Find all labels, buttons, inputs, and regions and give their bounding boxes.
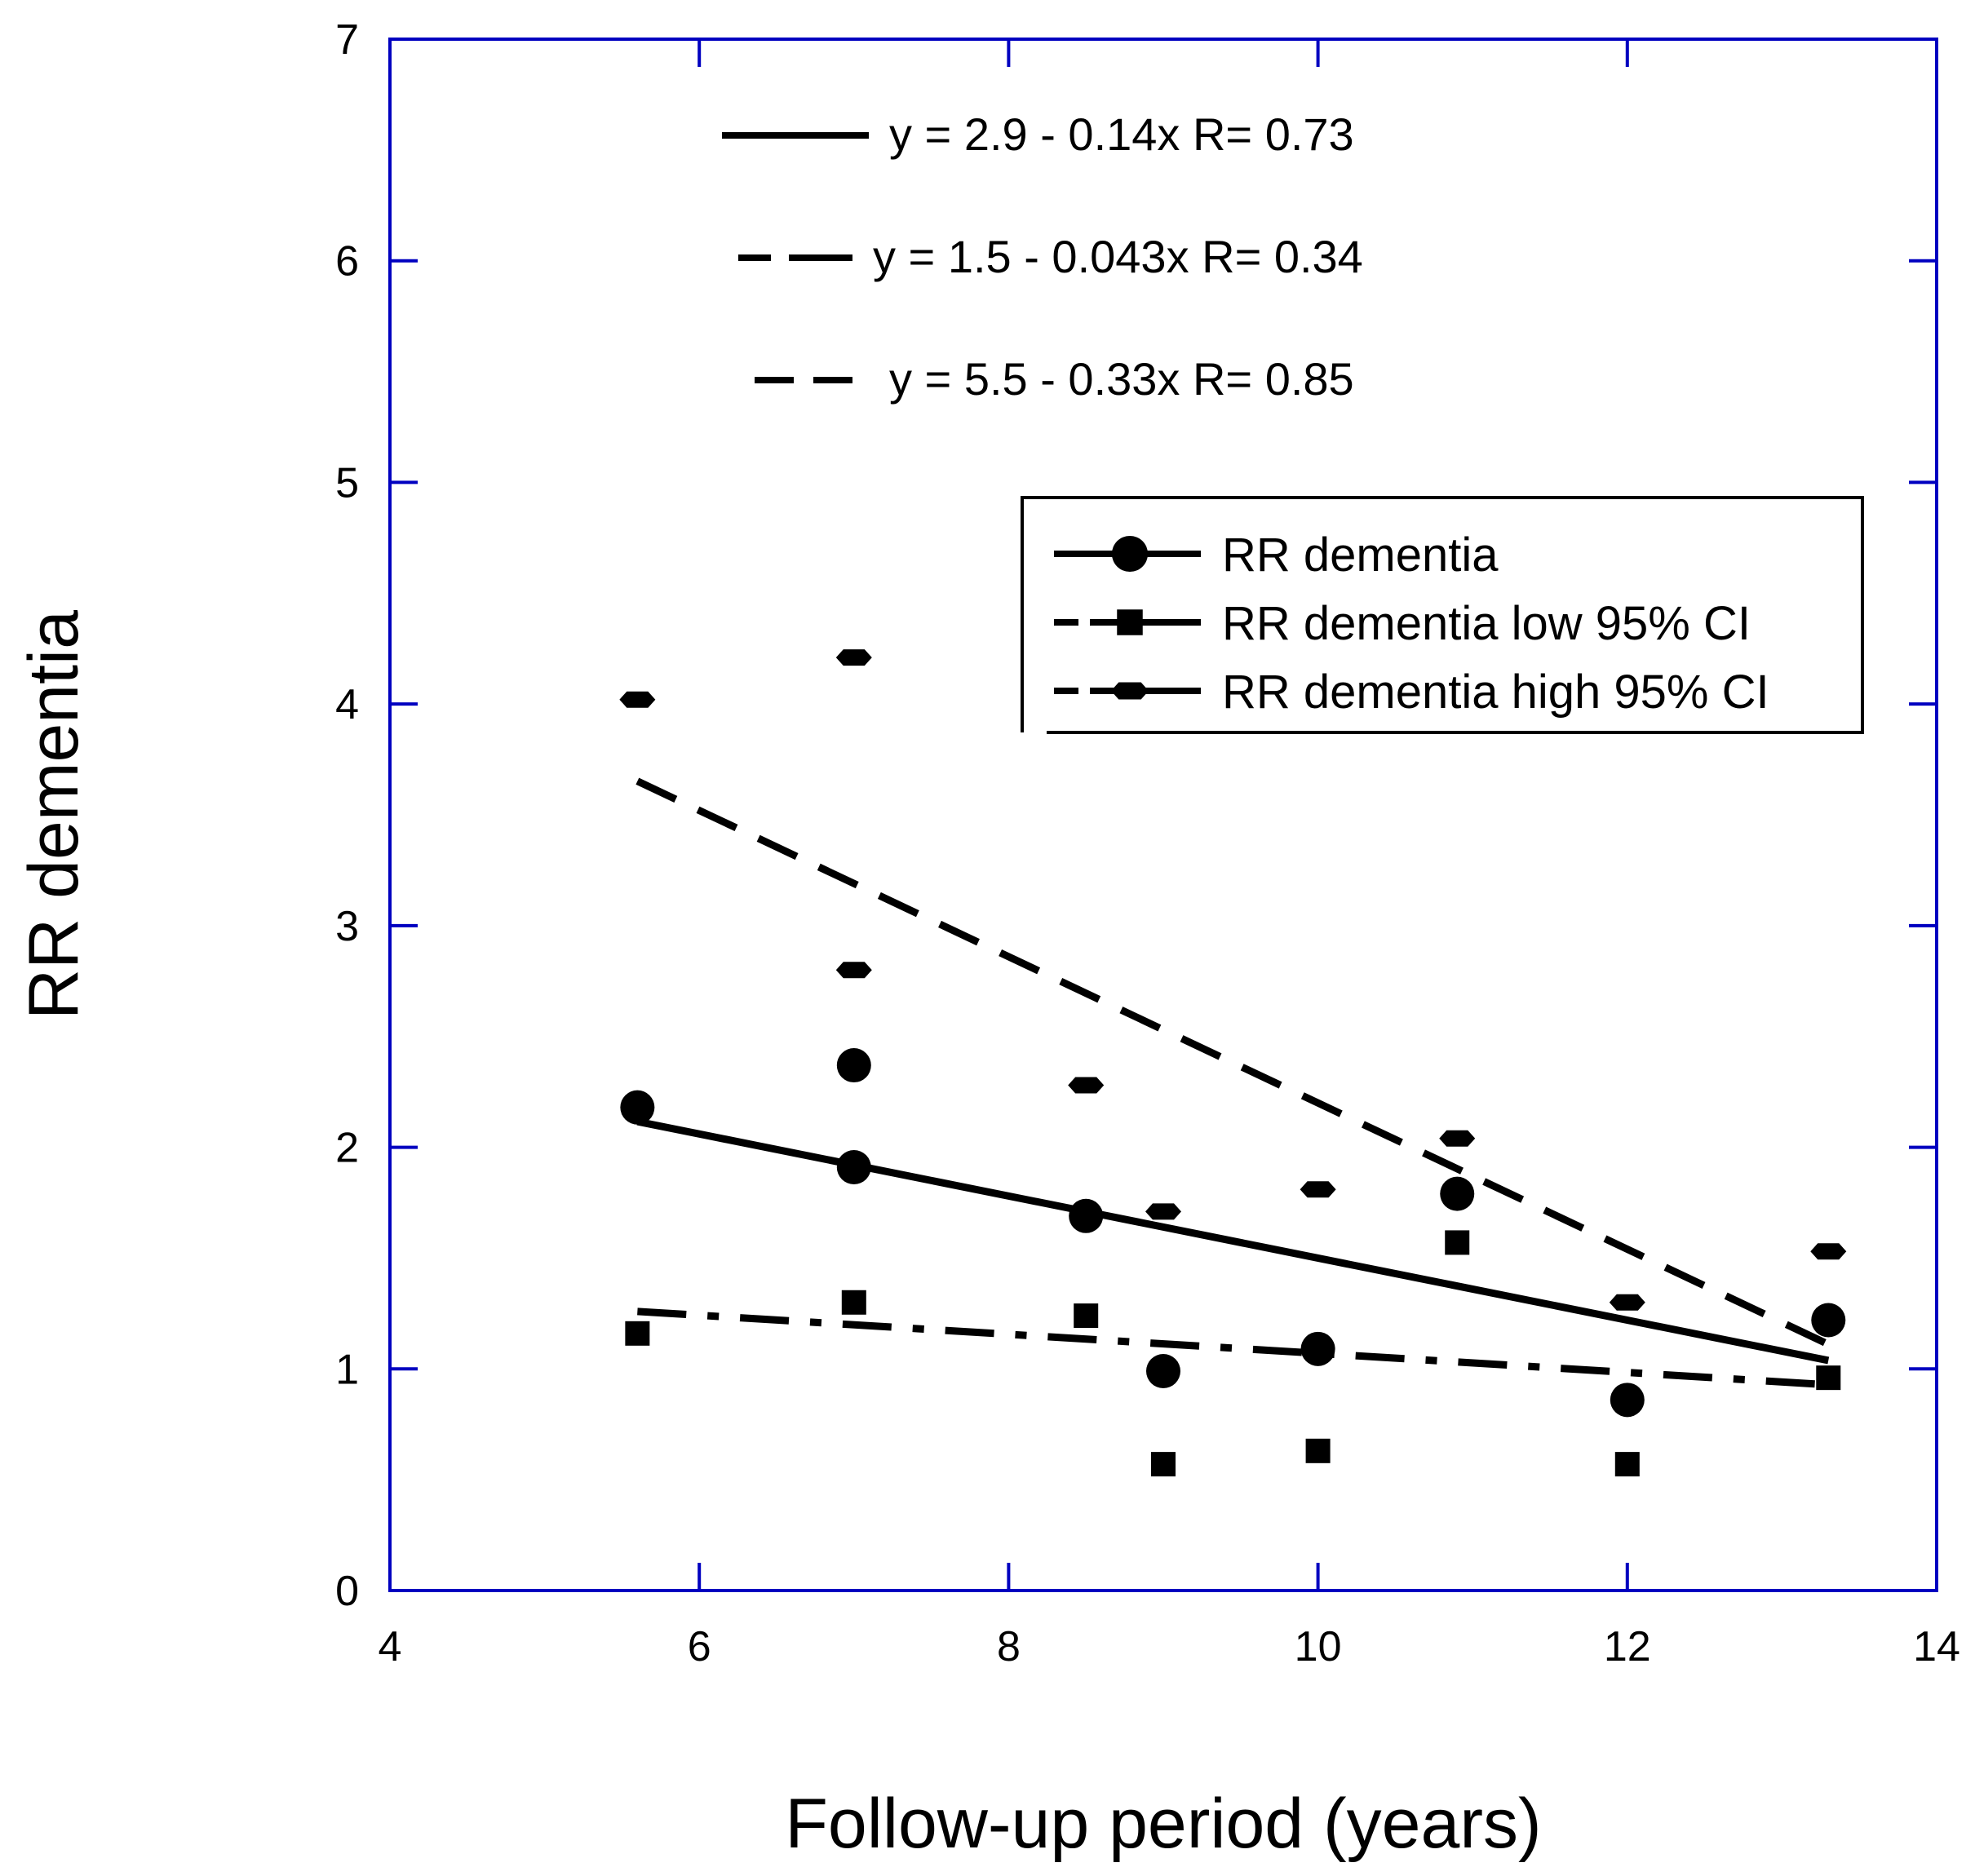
plot-frame: [388, 38, 1938, 1592]
data-point-square: [1305, 1438, 1331, 1463]
legend-marker-hexagon: [1110, 682, 1149, 700]
x-tick-label: 14: [1913, 1623, 1960, 1670]
data-point-square: [1816, 1365, 1841, 1391]
data-point-hexagon: [1439, 1130, 1476, 1147]
x-tick-label: 8: [997, 1623, 1021, 1670]
data-point-hexagon: [1300, 1181, 1336, 1198]
data-point-circle: [1069, 1198, 1104, 1233]
y-tick-label: 6: [335, 238, 359, 285]
y-tick-label: 5: [335, 459, 359, 507]
data-points: [619, 649, 1847, 1477]
legend-label: RR dementia: [1222, 529, 1499, 582]
y-tick-label: 7: [335, 16, 359, 64]
data-point-circle: [1440, 1176, 1475, 1211]
x-tick-label: 4: [379, 1623, 402, 1670]
data-point-hexagon: [1609, 1294, 1645, 1311]
fit-equations: y = 2.9 - 0.14x R= 0.73 y = 1.5 - 0.043x …: [722, 108, 1363, 405]
fit-line-3: [635, 777, 1831, 1348]
data-point-circle: [836, 1048, 871, 1083]
fit-equation-text: y = 5.5 - 0.33x R= 0.85: [889, 353, 1354, 405]
data-point-circle: [1811, 1303, 1846, 1338]
data-point-square: [1074, 1303, 1099, 1329]
fit-line-1: [636, 1117, 1830, 1365]
data-point-hexagon: [619, 691, 656, 708]
data-point-circle: [1146, 1354, 1180, 1389]
data-point-circle: [1300, 1331, 1335, 1366]
data-point-hexagon: [835, 962, 872, 979]
y-tick-label: 0: [335, 1568, 359, 1615]
axes-frame: [388, 38, 1938, 1592]
x-tick-label: 10: [1295, 1623, 1342, 1670]
data-point-square: [841, 1290, 866, 1315]
y-tick-label: 2: [335, 1125, 359, 1172]
legend-marker-circle: [1111, 535, 1149, 573]
fit-lines: [635, 777, 1831, 1389]
y-tick-label: 1: [335, 1346, 359, 1393]
legend-marker-square: [1117, 609, 1143, 635]
data-point-square: [1151, 1452, 1176, 1477]
y-axis-title: RR dementia: [15, 610, 93, 1020]
legend-label: RR dementia high 95% CI: [1222, 666, 1769, 719]
legend-label: RR dementia low 95% CI: [1222, 597, 1751, 650]
legend-frame: [1021, 496, 1864, 734]
fit-equation-text: y = 1.5 - 0.043x R= 0.34: [873, 231, 1363, 282]
y-tick-label: 3: [335, 903, 359, 950]
data-point-square: [1445, 1230, 1470, 1255]
data-point-hexagon: [835, 649, 872, 666]
x-tick-label: 6: [688, 1623, 711, 1670]
data-point-hexagon: [1068, 1077, 1105, 1094]
data-point-hexagon: [1145, 1203, 1181, 1220]
data-point-hexagon: [1810, 1243, 1847, 1260]
data-point-square: [625, 1321, 650, 1346]
legend: RR dementia RR dementia low 95% CI RR deme…: [1021, 496, 1864, 734]
fit-equation-text: y = 2.9 - 0.14x R= 0.73: [889, 108, 1354, 160]
data-point-circle: [836, 1150, 871, 1185]
x-tick-label: 12: [1604, 1623, 1651, 1670]
y-tick-label: 4: [335, 681, 359, 728]
data-point-circle: [620, 1090, 655, 1125]
x-axis-title: Follow-up period (years): [785, 1785, 1541, 1863]
data-point-square: [1614, 1452, 1640, 1477]
data-point-circle: [1610, 1383, 1645, 1418]
